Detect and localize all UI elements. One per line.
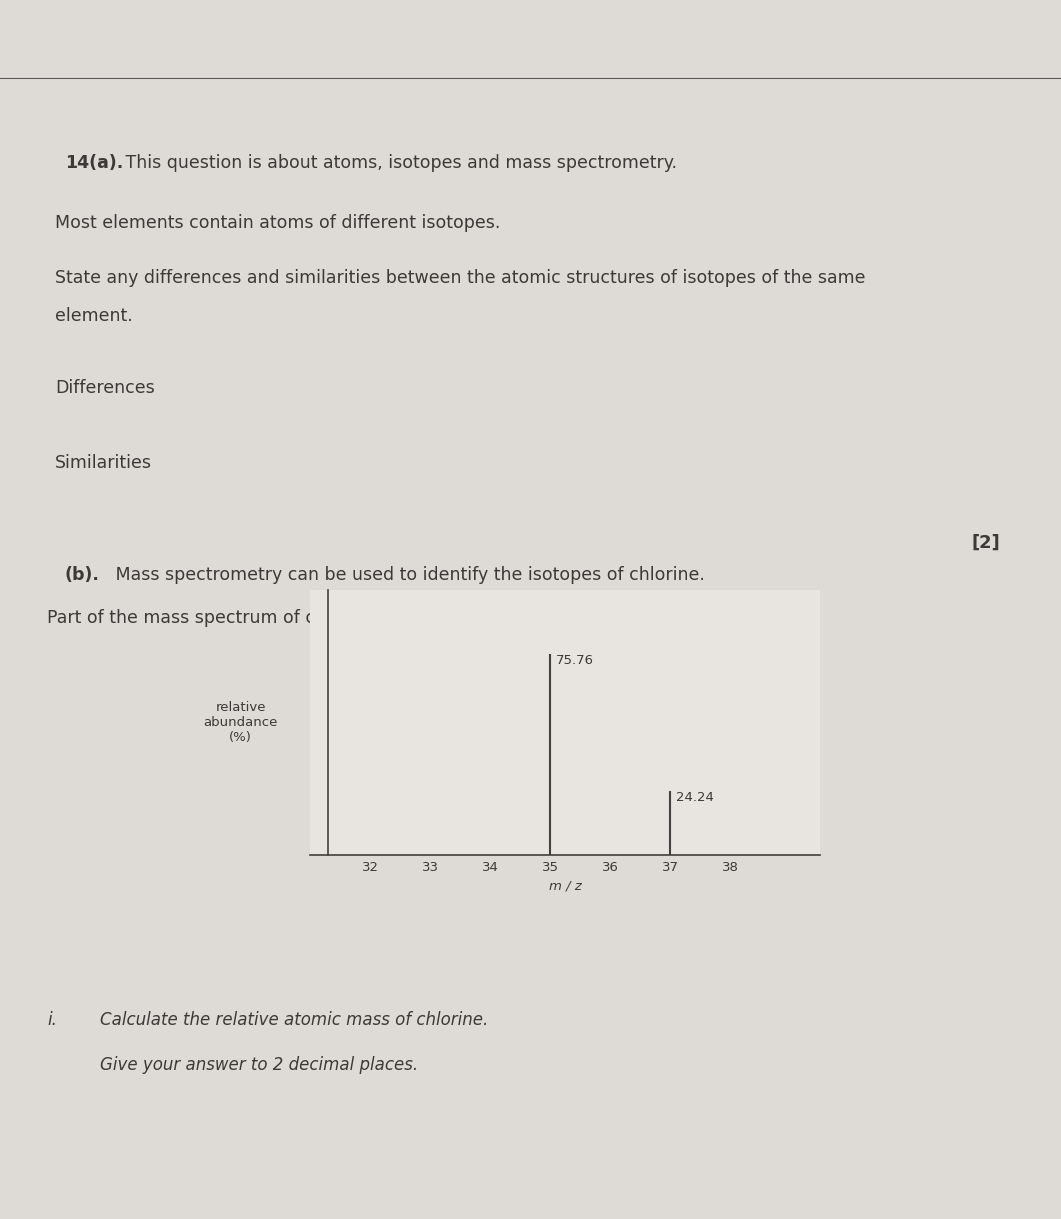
Text: 14(a).: 14(a). [65,154,123,172]
Text: Similarities: Similarities [55,453,152,472]
Text: 24.24: 24.24 [676,791,714,803]
Text: element.: element. [55,307,133,325]
Text: Differences: Differences [55,379,155,397]
Text: Most elements contain atoms of different isotopes.: Most elements contain atoms of different… [55,215,501,232]
Text: Calculate the relative atomic mass of chlorine.: Calculate the relative atomic mass of ch… [100,1012,488,1029]
Y-axis label: relative
abundance
(%): relative abundance (%) [204,701,278,744]
Text: Mass spectrometry can be used to identify the isotopes of chlorine.: Mass spectrometry can be used to identif… [110,566,705,584]
Text: 75.76: 75.76 [556,655,594,667]
Text: Part of the mass spectrum of chlorine is shown below.: Part of the mass spectrum of chlorine is… [47,608,518,627]
X-axis label: m / z: m / z [549,879,581,892]
Text: i.: i. [47,1012,57,1029]
Text: State any differences and similarities between the atomic structures of isotopes: State any differences and similarities b… [55,269,866,286]
Text: This question is about atoms, isotopes and mass spectrometry.: This question is about atoms, isotopes a… [120,154,677,172]
Text: (b).: (b). [65,566,100,584]
Text: Give your answer to 2 decimal places.: Give your answer to 2 decimal places. [100,1056,418,1074]
Text: [2]: [2] [971,534,1001,552]
